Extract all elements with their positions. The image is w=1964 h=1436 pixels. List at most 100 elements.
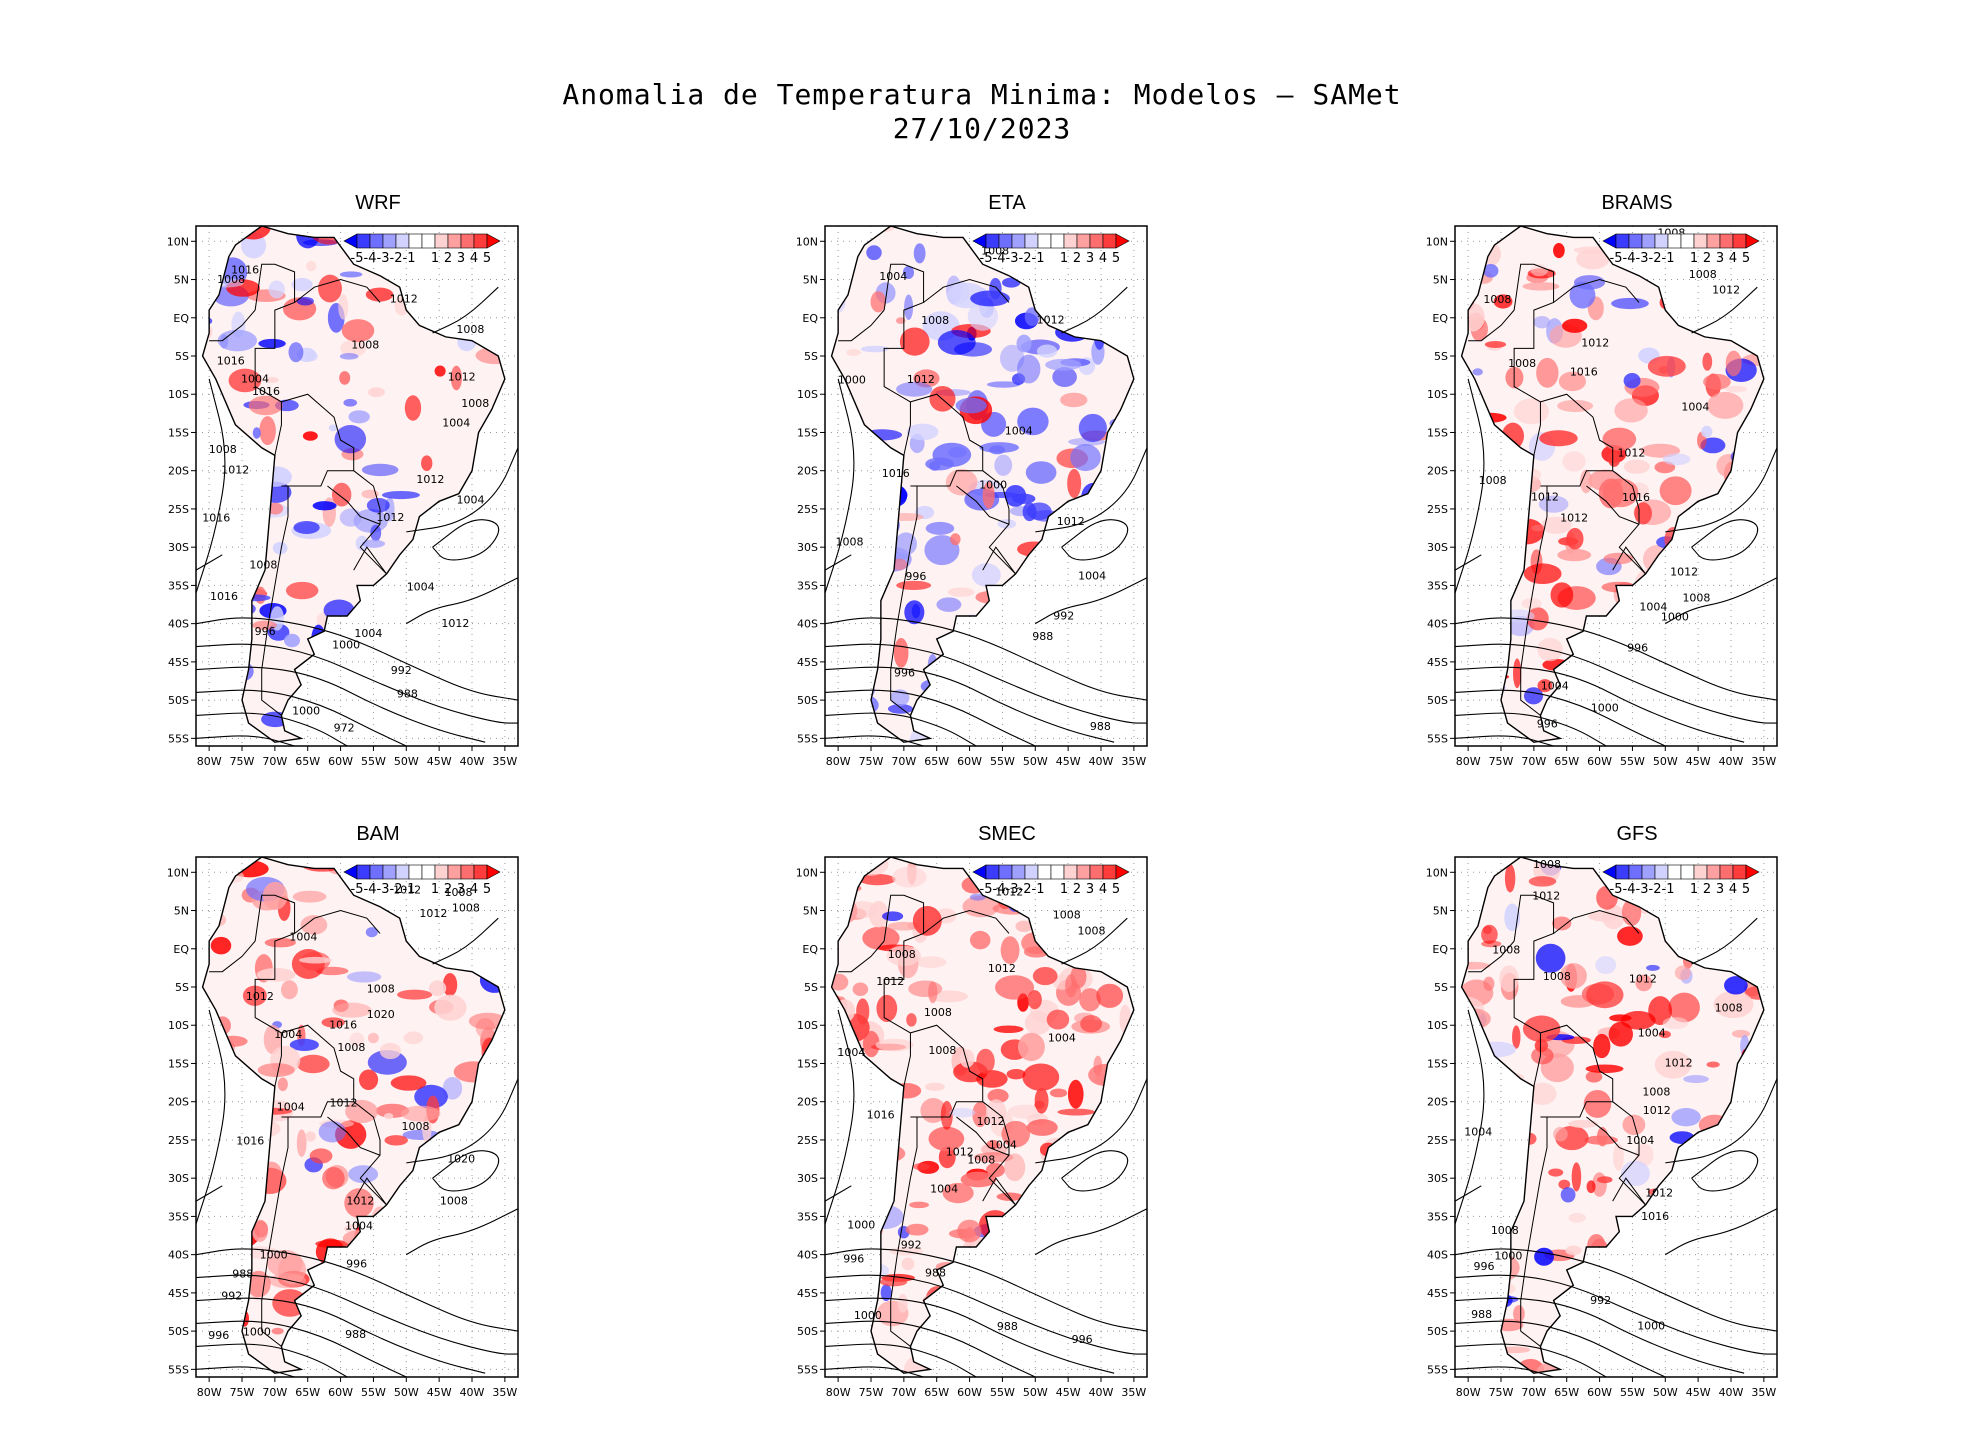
country-border [353,1177,387,1206]
anomaly-patch [1724,976,1748,995]
isobar-label: 988 [997,1320,1018,1333]
anomaly-patch [1558,371,1587,392]
isobar-label: 1016 [882,467,910,480]
lon-tick-label: 50W [394,1386,419,1399]
isobar [1061,519,1129,561]
country-border [956,1116,1010,1156]
lon-tick-label: 35W [492,755,517,768]
lat-tick-label: 30S [797,541,818,554]
anomaly-patch [1534,1039,1548,1053]
anomaly-patch [1032,966,1058,986]
colorbar-label: -3 [1636,882,1649,897]
anomaly-patch [967,301,999,331]
anomaly-patch [937,330,976,355]
anomaly-patch [1083,287,1109,317]
colorbar-cell [369,233,384,249]
isobar-label: 1012 [1712,283,1740,296]
anomaly-patch [1513,1305,1525,1323]
anomaly-patch [1472,368,1483,376]
anomaly-patch [1006,624,1023,642]
anomaly-patch [1075,298,1088,306]
lat-tick-label: 10S [797,388,818,401]
anomaly-patch [1738,1270,1764,1277]
isobar [406,577,518,625]
anomaly-patch [1582,1310,1599,1334]
isobar [825,1185,852,1202]
anomaly-patch [1661,732,1695,743]
anomaly-patch [1670,924,1687,951]
anomaly-patch [1725,350,1742,377]
lon-tick-label: 55W [990,1386,1015,1399]
anomaly-patch [204,1086,224,1098]
colorbar-cell [356,233,371,249]
isobar-label: 1008 [445,886,473,899]
anomaly-patch [1477,725,1487,740]
anomaly-patch [1647,355,1686,377]
colorbar-label: -4 [364,882,377,897]
colorbar-label: -2 [1019,882,1032,897]
anomaly-patch [896,580,932,591]
anomaly-patch [1727,694,1752,720]
anomaly-patch [1553,1126,1568,1142]
anomaly-patch [271,1327,284,1335]
panel-title: BAM [356,823,400,845]
lat-tick-label: 55S [797,1363,818,1376]
colorbar-cell [1615,233,1630,249]
anomaly-patch [268,1273,307,1289]
anomaly-patch [1706,1361,1735,1374]
isobar [1061,1150,1129,1192]
anomaly-patch [1725,385,1747,393]
colorbar-label: -3 [377,251,390,266]
anomaly-patch [1568,1119,1599,1128]
anomaly-patch [316,1279,341,1302]
isobar-label: 1016 [329,1019,357,1032]
anomaly-patch [312,501,337,511]
lat-tick-label: 5N [174,905,189,918]
lat-tick-label: 5S [1434,350,1448,363]
isobar [1035,1078,1147,1164]
anomaly-patch [1585,1064,1624,1074]
lat-tick-label: 10S [797,1019,818,1032]
isobar-label: 1016 [1570,366,1598,379]
anomaly-patch [480,454,505,479]
anomaly-patch [1065,974,1077,998]
colorbar-cell [447,864,462,880]
anomaly-patch [267,502,284,515]
anomaly-patch [959,1049,975,1068]
lon-tick-label: 40W [1719,1386,1744,1399]
colorbar: -5 -4 -3 -2 -1 1 2 3 4 5 [1602,233,1760,266]
country-border [1586,1116,1640,1156]
anomaly-patch [210,936,232,955]
anomaly-patch [906,1013,917,1027]
isobar [825,1297,1115,1374]
isobar-label: 1016 [867,1109,895,1122]
anomaly-patch [1651,733,1676,743]
lat-tick-label: 50S [1427,1325,1448,1338]
anomaly-patch [936,597,962,612]
axis-ticks: 10N 5N EQ 5S 10S 15S 20S 25S 30S 35S 40S 45S 50S 55S 8… [796,235,1147,768]
lon-tick-label: 70W [891,1386,916,1399]
colorbar: -5 -4 -3 -2 -1 1 2 3 4 5 [343,864,501,897]
lat-tick-label: 30S [168,541,189,554]
colorbar-cell [395,233,410,249]
anomaly-patch [904,294,914,321]
anomaly-patch [416,729,434,739]
anomaly-patch [868,900,889,928]
anomaly-patch [1583,1089,1612,1118]
anomaly-patch [215,1211,232,1219]
lon-tick-label: 75W [1489,1386,1514,1399]
anomaly-patch [416,1308,448,1334]
isobar [196,1320,407,1377]
anomaly-patch [1020,565,1037,591]
colorbar-label: 5 [1112,251,1120,266]
anomaly-patch [482,946,501,968]
anomaly-patch [831,1110,849,1127]
lon-tick-label: 80W [826,755,851,768]
isobar-label: 996 [346,1257,367,1270]
colorbar-cell [1102,864,1117,880]
anomaly-patch [1683,1075,1709,1084]
isobar-label: 1000 [838,373,866,386]
anomaly-patch [334,425,367,454]
colorbar-cell [998,233,1013,249]
country-border [838,940,885,973]
